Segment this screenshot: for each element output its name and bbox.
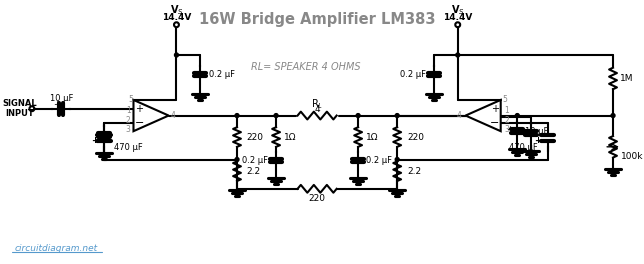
Circle shape xyxy=(356,114,360,117)
Text: 0.2 μF: 0.2 μF xyxy=(366,156,392,165)
Text: +: + xyxy=(506,125,513,134)
Text: 470 μF: 470 μF xyxy=(509,143,538,152)
Text: 2.2: 2.2 xyxy=(407,167,421,176)
Circle shape xyxy=(235,158,239,162)
Text: 3: 3 xyxy=(505,125,509,134)
Text: 4: 4 xyxy=(314,105,320,114)
Circle shape xyxy=(274,114,278,117)
Text: 10 μF: 10 μF xyxy=(50,95,73,103)
Text: 14.4V: 14.4V xyxy=(443,13,473,22)
Text: +: + xyxy=(135,104,144,114)
Circle shape xyxy=(515,114,519,117)
Text: V$_S$: V$_S$ xyxy=(169,3,184,17)
Text: RL= SPEAKER 4 OHMS: RL= SPEAKER 4 OHMS xyxy=(251,62,360,72)
Text: +: + xyxy=(491,104,499,114)
Text: 14.4V: 14.4V xyxy=(162,13,191,22)
Text: 5: 5 xyxy=(502,95,507,105)
Circle shape xyxy=(611,114,615,117)
Text: 1M: 1M xyxy=(620,74,633,83)
Text: 4: 4 xyxy=(457,111,462,120)
Text: R$_L$: R$_L$ xyxy=(311,97,323,111)
Text: −: − xyxy=(490,118,500,128)
Text: 100k: 100k xyxy=(621,152,643,161)
Text: 10 μF: 10 μF xyxy=(525,127,549,136)
Text: +: + xyxy=(535,136,542,145)
Text: 1Ω: 1Ω xyxy=(284,133,296,142)
Text: 2: 2 xyxy=(126,116,131,125)
Text: −: − xyxy=(135,118,144,128)
Text: 0.2 μF: 0.2 μF xyxy=(399,70,426,79)
Text: +: + xyxy=(53,100,60,109)
Circle shape xyxy=(395,114,399,117)
Circle shape xyxy=(395,158,399,162)
Text: 4: 4 xyxy=(171,111,175,120)
Text: V$_S$: V$_S$ xyxy=(451,3,464,17)
Text: 220: 220 xyxy=(247,133,264,142)
Text: 1: 1 xyxy=(505,106,509,115)
Text: 220: 220 xyxy=(407,133,424,142)
Text: circuitdiagram.net: circuitdiagram.net xyxy=(14,244,97,253)
Circle shape xyxy=(456,53,460,57)
Text: 220: 220 xyxy=(308,194,326,203)
Text: +: + xyxy=(91,136,98,145)
Text: 0.2 μF: 0.2 μF xyxy=(242,156,268,165)
Circle shape xyxy=(175,53,178,57)
Text: 2: 2 xyxy=(505,116,509,125)
Circle shape xyxy=(235,114,239,117)
Text: 470 μF: 470 μF xyxy=(114,143,143,152)
Text: 1Ω: 1Ω xyxy=(366,133,379,142)
Text: 1: 1 xyxy=(126,106,131,115)
Text: 2.2: 2.2 xyxy=(247,167,261,176)
Text: 16W Bridge Amplifier LM383: 16W Bridge Amplifier LM383 xyxy=(199,12,435,27)
Text: 3: 3 xyxy=(126,125,131,134)
Text: 0.2 μF: 0.2 μF xyxy=(209,70,234,79)
Text: 5: 5 xyxy=(128,95,133,105)
Text: SIGNAL
INPUT: SIGNAL INPUT xyxy=(2,99,37,119)
